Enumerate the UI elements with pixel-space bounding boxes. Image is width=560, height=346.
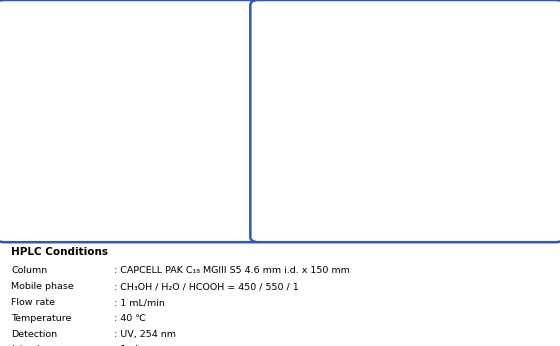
Text: N: N	[385, 19, 390, 28]
Text: HPLC Conditions: HPLC Conditions	[11, 247, 108, 257]
Text: Column: Column	[11, 266, 48, 275]
Text: 7.07min: 7.07min	[162, 170, 202, 180]
Text: CH₃: CH₃	[391, 30, 403, 35]
Text: O: O	[342, 89, 348, 98]
Text: : 40 ℃: : 40 ℃	[114, 314, 146, 323]
Text: CH₃: CH₃	[502, 94, 513, 99]
Text: 5: 5	[115, 216, 121, 226]
Text: 2. Imipramine: 2. Imipramine	[445, 104, 508, 113]
Text: 1. Doxepin: 1. Doxepin	[316, 104, 365, 113]
Text: CH₃: CH₃	[502, 109, 513, 115]
Text: : 1 mL/min: : 1 mL/min	[114, 298, 165, 307]
Text: N: N	[493, 100, 498, 109]
Text: N: N	[491, 137, 496, 146]
Text: CH₃: CH₃	[391, 16, 403, 21]
Text: H: H	[474, 135, 479, 141]
Text: 4. Amitriptyline: 4. Amitriptyline	[304, 227, 374, 236]
Text: [min]: [min]	[221, 220, 249, 230]
Text: 3. Desipramine: 3. Desipramine	[392, 163, 461, 172]
Text: : CAPCELL PAK C₁₈ MGIII S5 4.6 mm i.d. x 150 mm: : CAPCELL PAK C₁₈ MGIII S5 4.6 mm i.d. x…	[114, 266, 349, 275]
Text: Flow rate: Flow rate	[11, 298, 55, 307]
Text: CH₃: CH₃	[503, 33, 515, 38]
Text: Mobile phase: Mobile phase	[11, 282, 74, 291]
Text: CH₃: CH₃	[499, 148, 511, 153]
Text: CH₃: CH₃	[377, 149, 389, 154]
Text: CH₃: CH₃	[445, 155, 456, 160]
Text: N: N	[462, 83, 468, 92]
Text: 10: 10	[212, 216, 226, 226]
Text: : CH₃OH / H₂O / HCOOH = 450 / 550 / 1: : CH₃OH / H₂O / HCOOH = 450 / 550 / 1	[114, 282, 298, 291]
Text: N: N	[403, 143, 409, 152]
Text: Temperature: Temperature	[11, 314, 72, 323]
Text: N: N	[369, 137, 375, 146]
Text: N: N	[495, 20, 501, 29]
Text: 5. Nortriptyline: 5. Nortriptyline	[426, 227, 495, 236]
Text: N: N	[436, 160, 442, 169]
Text: Detection: Detection	[11, 330, 57, 339]
Text: 7.07min: 7.07min	[162, 135, 202, 145]
Text: CH₃: CH₃	[377, 135, 389, 140]
Text: H: H	[425, 173, 430, 180]
Text: 0: 0	[13, 216, 20, 226]
Text: : UV, 254 nm: : UV, 254 nm	[114, 330, 176, 339]
Text: CH₃: CH₃	[503, 17, 515, 22]
Text: 7.07min: 7.07min	[162, 101, 202, 111]
